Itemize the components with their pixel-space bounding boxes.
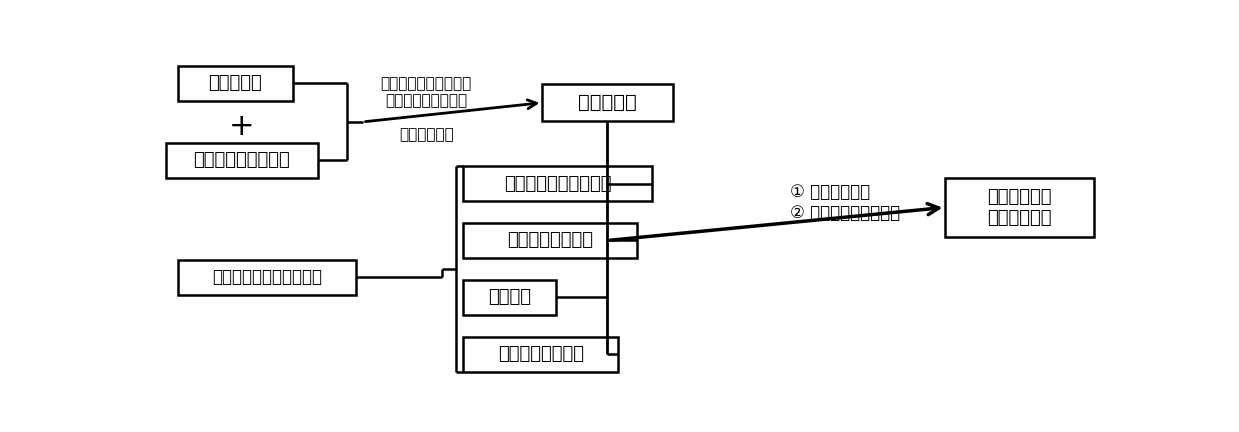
Bar	[178, 66, 292, 101]
Text: +: +	[229, 112, 254, 141]
Text: 聚乙二醇单烯丙基醚: 聚乙二醇单烯丙基醚	[193, 151, 290, 169]
Text: 硅氢加成型硅橡胶组合物: 硅氢加成型硅橡胶组合物	[212, 268, 322, 286]
Bar	[463, 223, 637, 258]
Bar	[463, 280, 556, 315]
Text: 硅橡胶抗冲击
吸能防护材料: 硅橡胶抗冲击 吸能防护材料	[987, 188, 1052, 227]
Text: 含氢硅油或硅树脂: 含氢硅油或硅树脂	[507, 232, 593, 250]
Bar	[166, 143, 317, 178]
Bar	[945, 178, 1094, 237]
Text: 剪切增稠液: 剪切增稠液	[579, 93, 637, 112]
Bar	[463, 166, 653, 201]
Text: ① 机械搅拌混合
② 固化（温度、时间）: ① 机械搅拌混合 ② 固化（温度、时间）	[790, 183, 901, 222]
Text: 微纳米粒子: 微纳米粒子	[208, 74, 263, 92]
Text: 疏水性白炭黑填料: 疏水性白炭黑填料	[498, 346, 584, 363]
Bar	[178, 260, 357, 295]
Text: 铂催化剂: 铂催化剂	[488, 289, 532, 306]
Text: 或者球磨分散: 或者球磨分散	[399, 127, 453, 143]
Text: 含乙烯基硅油或硅树脂: 含乙烯基硅油或硅树脂	[504, 175, 612, 193]
Text: 加乙醇超声分散，旋转
或加热蒸发除乙醇；: 加乙醇超声分散，旋转 或加热蒸发除乙醇；	[380, 76, 472, 108]
Bar	[463, 337, 618, 372]
Bar	[543, 84, 673, 121]
